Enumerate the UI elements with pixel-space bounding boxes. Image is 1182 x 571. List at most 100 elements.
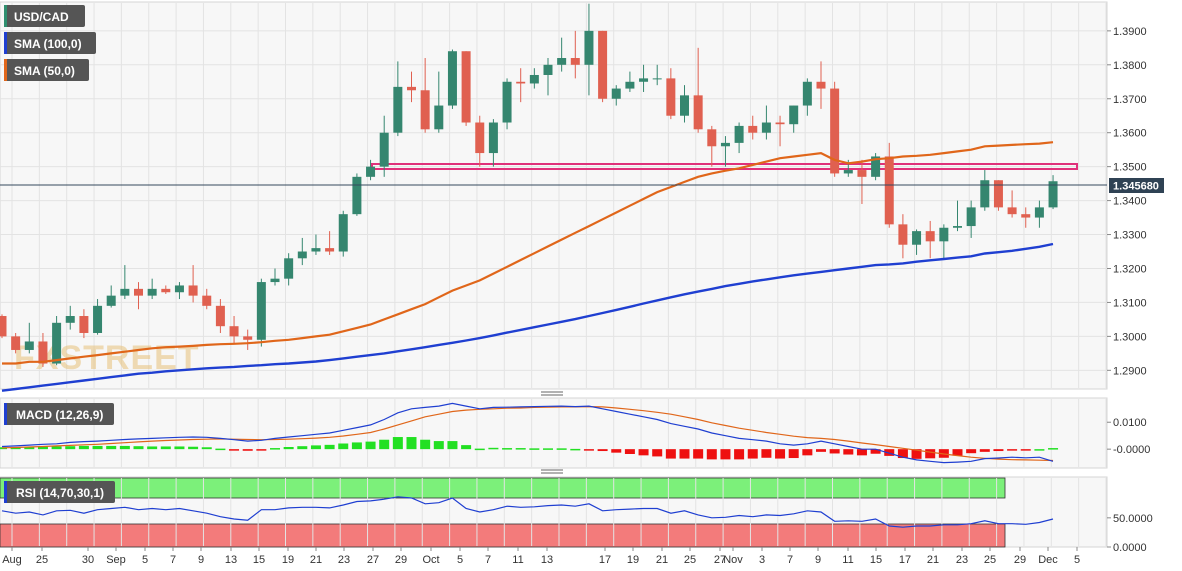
candle-body: [79, 316, 89, 333]
macd-histogram-bar: [583, 449, 594, 451]
macd-histogram-bar: [242, 449, 253, 451]
candle-body: [761, 122, 771, 133]
price-panel: FXSTREET 1.39001.38001.37001.36001.35001…: [0, 1, 1164, 392]
legend-rsi[interactable]: RSI (14,70,30,1): [4, 481, 115, 503]
candle-body: [693, 95, 703, 130]
time-tick-label: 5: [1074, 554, 1080, 566]
macd-histogram-bar: [747, 449, 758, 459]
time-tick-label: 29: [1014, 554, 1026, 566]
candle-body: [202, 295, 212, 306]
macd-histogram-bar: [515, 448, 526, 450]
candle-body: [352, 176, 362, 215]
candle-body: [502, 81, 512, 123]
rsi-overbought-zone: [0, 477, 1006, 499]
legend-macd[interactable]: MACD (12,26,9): [4, 403, 114, 425]
time-tick-label: 21: [927, 554, 939, 566]
candle-body: [543, 64, 553, 75]
candle-body: [366, 166, 376, 177]
candle-body: [557, 58, 567, 65]
candle-body: [461, 51, 471, 123]
candle-body: [1021, 214, 1031, 218]
macd-histogram-bar: [92, 445, 103, 450]
candle-body: [816, 81, 826, 89]
candle-body: [338, 214, 348, 252]
legend-sma-50-label: SMA (50,0): [14, 64, 75, 78]
price-tick-label: 1.2900: [1113, 365, 1147, 377]
candle-body: [407, 86, 416, 91]
candle-body: [898, 224, 908, 245]
macd-histogram-bar: [993, 449, 1004, 452]
macd-histogram-bar: [324, 444, 335, 450]
macd-histogram-bar: [106, 445, 117, 450]
candle-body: [993, 180, 1003, 208]
macd-axis: 0.0100 -0.0000: [1107, 417, 1150, 456]
price-tick-label: 1.3600: [1113, 128, 1147, 140]
sma-50-line: [2, 141, 1054, 365]
time-tick-label: 15: [253, 554, 265, 566]
time-axis: Aug 25 30 Sep 5 7 9 13 15 19 21 23 27 29 Oct 5 7 11 13 17 19…: [2, 547, 1080, 566]
macd-histogram-bar: [638, 449, 649, 456]
macd-histogram-bar: [870, 449, 881, 454]
macd-histogram-bar: [788, 449, 799, 459]
macd-histogram-bar: [952, 449, 963, 456]
time-tick-label: 25: [36, 554, 48, 566]
time-tick-label: 17: [599, 554, 611, 566]
macd-histogram-bar: [215, 448, 226, 451]
legend-sma-50[interactable]: SMA (50,0): [4, 59, 89, 81]
macd-histogram-bar: [201, 447, 212, 450]
candle-body: [1048, 181, 1058, 208]
panel-resize-handle-rsi[interactable]: [541, 469, 563, 474]
candle-body: [1007, 207, 1017, 215]
candle-body: [420, 90, 430, 130]
macd-histogram-bar: [925, 449, 936, 459]
candle-body: [775, 122, 785, 125]
candle-body: [311, 248, 321, 252]
macd-histogram-bar: [665, 449, 676, 459]
price-axis: 1.3900 1.3800 1.3700 1.3600 1.3500 1.3400 1.33…: [1107, 26, 1147, 377]
candle-body: [802, 81, 812, 106]
macd-histogram-bar: [379, 439, 390, 450]
candle-body: [65, 316, 75, 323]
legend-macd-label: MACD (12,26,9): [16, 408, 103, 422]
rsi-axis: 50.0000 0.0000: [1107, 513, 1153, 554]
panel-resize-handle-macd[interactable]: [541, 391, 563, 396]
price-tick-label: 1.3800: [1113, 60, 1147, 72]
macd-histogram-bar: [420, 439, 431, 450]
rsi-tick-label: 50.0000: [1113, 513, 1153, 525]
legend-sma-100-label: SMA (100,0): [14, 37, 82, 51]
price-tick-label: 1.3200: [1113, 263, 1147, 275]
macd-histogram-bar: [1007, 449, 1018, 451]
macd-histogram-bar: [119, 445, 130, 450]
macd-histogram-bar: [720, 449, 731, 460]
rsi-oversold-zone: [0, 523, 1006, 548]
legend-symbol-label: USD/CAD: [14, 10, 69, 24]
candle-body: [325, 248, 335, 252]
candle-body: [570, 58, 580, 65]
candle-body: [24, 341, 34, 350]
candle-body: [475, 122, 485, 154]
candle-body: [912, 231, 922, 245]
macd-histogram-bar: [283, 447, 294, 450]
time-tick-label: 5: [142, 554, 148, 566]
macd-histogram-bar: [37, 446, 48, 450]
macd-histogram-bar: [188, 446, 199, 450]
resistance-zone: [371, 163, 1078, 170]
candle-body: [270, 278, 280, 283]
macd-tick-label: -0.0000: [1113, 444, 1150, 456]
legend-sma-100[interactable]: SMA (100,0): [4, 32, 96, 54]
macd-histogram-bar: [310, 445, 321, 450]
legend-symbol[interactable]: USD/CAD: [4, 5, 85, 27]
time-tick-label: 17: [899, 554, 911, 566]
time-tick-label: 15: [870, 554, 882, 566]
macd-histogram-bar: [624, 449, 635, 454]
candle-body: [161, 288, 171, 293]
time-tick-label: 13: [225, 554, 237, 566]
candle-body: [93, 305, 103, 333]
macd-histogram-bar: [351, 442, 362, 450]
macd-histogram-bar: [174, 446, 185, 450]
rsi-vertical-gridlines: [11, 478, 1107, 546]
macd-histogram-bar: [406, 437, 417, 450]
time-tick-label: 3: [759, 554, 765, 566]
candle-body: [38, 341, 48, 364]
macd-histogram-bar: [461, 445, 472, 450]
